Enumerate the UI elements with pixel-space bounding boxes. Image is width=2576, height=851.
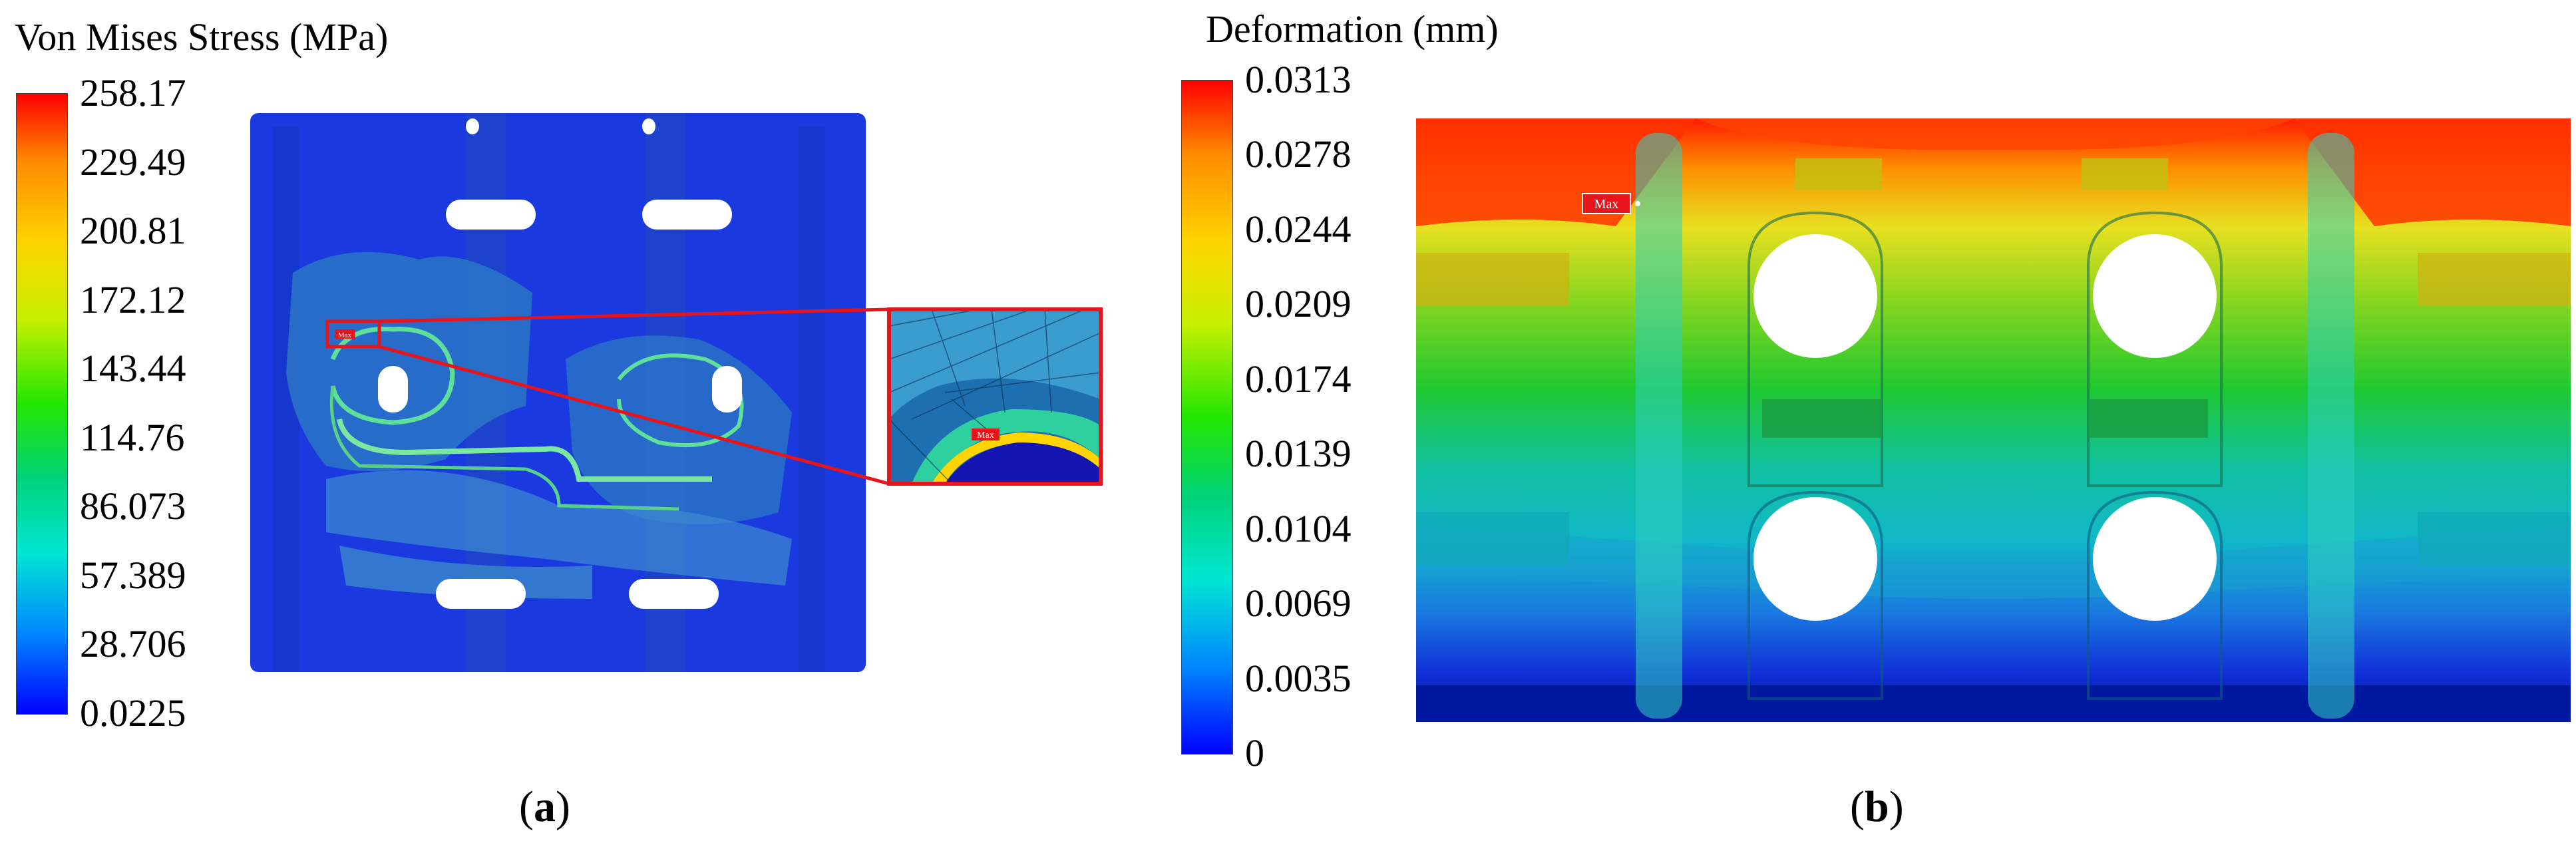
- deformation-contour-plot: Max: [1416, 118, 2571, 722]
- zoom-connector-bottom: [379, 345, 890, 486]
- deformation-tick-label: 0.0313: [1245, 58, 1352, 101]
- deformation-tick-label: 0.0035: [1245, 656, 1352, 700]
- caption-a: (a): [519, 782, 570, 831]
- stress-tick-label: 258.17: [80, 71, 186, 114]
- deformation-tick-label: 0.0104: [1245, 506, 1352, 550]
- deformation-tick-label: 0: [1245, 731, 1264, 774]
- caption-b: (b): [1850, 782, 1904, 831]
- stress-max-marker-box: [325, 319, 381, 349]
- stress-legend-title: Von Mises Stress (MPa): [15, 15, 389, 59]
- deformation-max-label: Max: [1594, 197, 1619, 212]
- hole-bottom-left: [1753, 497, 1877, 621]
- stress-max-label: Max: [338, 331, 352, 339]
- deformation-tick-label: 0.0209: [1245, 282, 1352, 326]
- stress-tick-label: 229.49: [80, 140, 186, 184]
- hole-top-left: [1753, 234, 1877, 358]
- deformation-colorbar: [1181, 80, 1233, 755]
- deformation-legend-title: Deformation (mm): [1206, 7, 1499, 51]
- deformation-tick-label: 0.0139: [1245, 432, 1352, 476]
- stress-tick-label: 143.44: [80, 347, 186, 391]
- stress-inset-zoom: Max: [887, 307, 1103, 486]
- deformation-tick-label: 0.0278: [1245, 132, 1352, 176]
- stress-colorbar: [16, 93, 68, 715]
- stress-tick-label: 28.706: [80, 622, 186, 666]
- stress-tick-label: 57.389: [80, 553, 186, 597]
- deformation-tick-label: 0.0174: [1245, 357, 1352, 401]
- hole-top-right: [2093, 234, 2217, 358]
- stress-inset-max-label: Max: [977, 430, 994, 440]
- stress-tick-label: 200.81: [80, 209, 186, 253]
- stress-tick-label: 86.073: [80, 484, 186, 528]
- deformation-tick-label: 0.0069: [1245, 582, 1352, 625]
- stress-contour-plot: Max Max: [250, 113, 1103, 672]
- zoom-connector-top: [379, 307, 890, 323]
- stress-tick-label: 114.76: [80, 415, 185, 459]
- stress-tick-label: 172.12: [80, 277, 186, 321]
- hole-bottom-right: [2093, 497, 2217, 621]
- stress-tick-label: 0.0225: [80, 691, 186, 735]
- deformation-tick-label: 0.0244: [1245, 207, 1352, 251]
